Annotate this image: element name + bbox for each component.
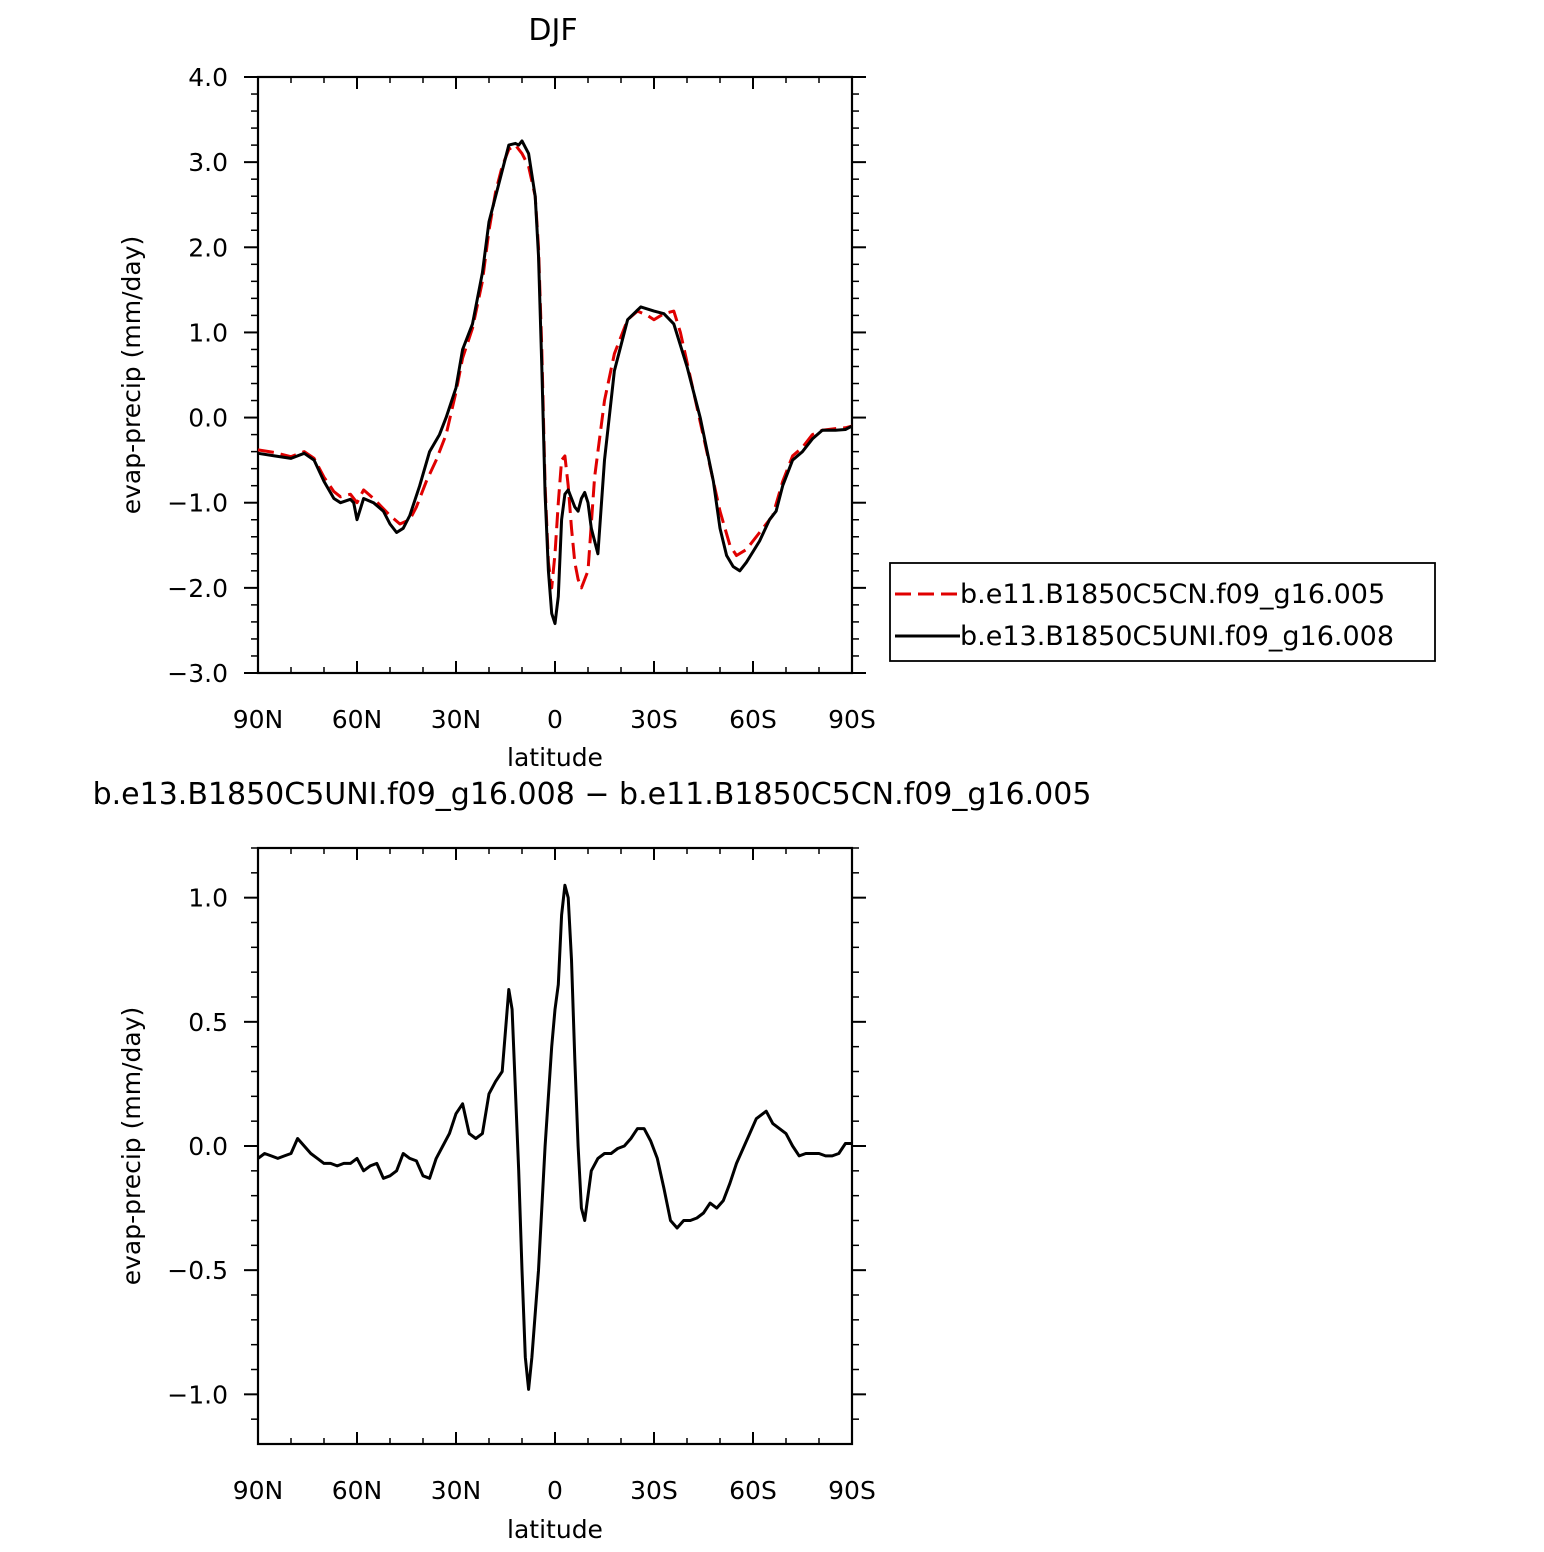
- top-axis-ticks: 90N 60N 30N 0 30S 60S 90S 4.0 3.0 2.0 1.0 0.0 −1.0 −2…: [167, 63, 876, 734]
- bottom-chart-title: b.e13.B1850C5UNI.f09_g16.008 − b.e11.B18…: [93, 777, 1092, 812]
- bottom-axis-ticks: 90N 60N 30N 0 30S 60S 90S 1.0 0.5 0.0 −0.5 −1.0: [167, 847, 876, 1505]
- bottom-y-axis-label: evap-precip (mm/day): [117, 1007, 146, 1286]
- x-tick-label: 30N: [431, 705, 482, 734]
- top-panel: DJF 90N 60N 30N 0 30S 60S 90S 4.0 3.0 2.0 1.0 0.0 −1…: [117, 13, 1436, 772]
- x-tick-label: 90N: [233, 705, 284, 734]
- x-tick-label: 30S: [630, 705, 678, 734]
- x-tick-label: 60N: [332, 705, 383, 734]
- y-tick-label: 3.0: [188, 148, 228, 177]
- y-tick-label: 0.0: [188, 1132, 228, 1161]
- y-tick-label: −0.5: [167, 1256, 228, 1285]
- x-tick-label: 30N: [431, 1476, 482, 1505]
- top-plot-frame: [256, 75, 854, 675]
- y-tick-label: 1.0: [188, 884, 228, 913]
- y-tick-label: 4.0: [188, 63, 228, 92]
- bottom-plot-frame: [256, 846, 854, 1446]
- x-tick-label: 90N: [233, 1476, 284, 1505]
- bottom-x-axis-label: latitude: [507, 1515, 603, 1544]
- top-series-line-2: [257, 139, 853, 626]
- x-tick-label: 60N: [332, 1476, 383, 1505]
- x-tick-label: 90S: [828, 1476, 876, 1505]
- x-tick-label: 60S: [729, 1476, 777, 1505]
- y-tick-label: −1.0: [167, 1380, 228, 1409]
- legend-label-series-1: b.e11.B1850C5CN.f09_g16.005: [960, 579, 1385, 610]
- legend-label-series-2: b.e13.B1850C5UNI.f09_g16.008: [960, 621, 1394, 652]
- x-tick-label: 90S: [828, 705, 876, 734]
- y-tick-label: 0.5: [188, 1008, 228, 1037]
- y-tick-label: 1.0: [188, 318, 228, 347]
- y-tick-label: 2.0: [188, 233, 228, 262]
- y-tick-label: −3.0: [167, 659, 228, 688]
- x-tick-label: 0: [547, 1476, 563, 1505]
- y-tick-label: 0.0: [188, 404, 228, 433]
- top-series-group: [257, 139, 853, 626]
- x-tick-label: 30S: [630, 1476, 678, 1505]
- y-tick-label: −2.0: [167, 574, 228, 603]
- x-tick-label: 60S: [729, 705, 777, 734]
- top-series-line-1: [257, 143, 853, 590]
- top-x-axis-label: latitude: [507, 743, 603, 772]
- legend-box: [889, 562, 1436, 662]
- top-chart-title: DJF: [528, 13, 577, 48]
- legend: b.e11.B1850C5CN.f09_g16.005 b.e13.B1850C…: [889, 562, 1436, 662]
- bottom-series-line-1: [257, 883, 852, 1391]
- bottom-series-group: [257, 883, 852, 1391]
- top-y-axis-label: evap-precip (mm/day): [117, 236, 146, 515]
- x-tick-label: 0: [547, 705, 563, 734]
- bottom-panel: b.e13.B1850C5UNI.f09_g16.008 − b.e11.B18…: [93, 777, 1092, 1544]
- y-tick-label: −1.0: [167, 489, 228, 518]
